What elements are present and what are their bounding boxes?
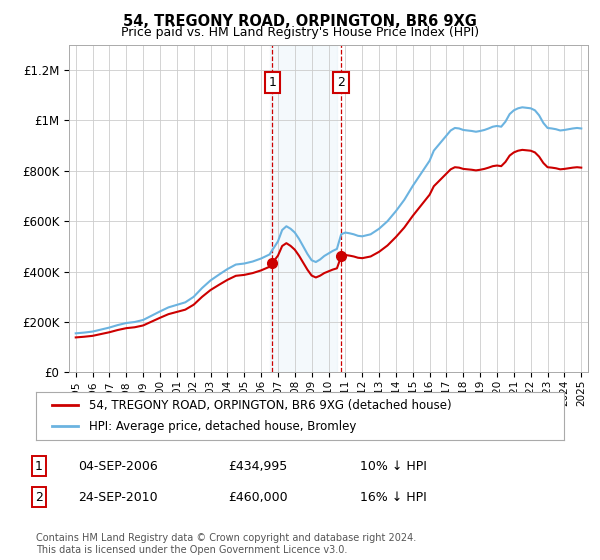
Text: £460,000: £460,000 [228,491,287,504]
Text: HPI: Average price, detached house, Bromley: HPI: Average price, detached house, Brom… [89,420,356,433]
Text: 04-SEP-2006: 04-SEP-2006 [78,460,158,473]
Text: £434,995: £434,995 [228,460,287,473]
Text: 54, TREGONY ROAD, ORPINGTON, BR6 9XG (detached house): 54, TREGONY ROAD, ORPINGTON, BR6 9XG (de… [89,399,451,412]
Text: 1: 1 [35,460,43,473]
Bar [269,45,337,372]
Text: Contains HM Land Registry data © Crown copyright and database right 2024.
This d: Contains HM Land Registry data © Crown c… [36,533,416,555]
Text: 24-SEP-2010: 24-SEP-2010 [78,491,158,504]
Text: Price paid vs. HM Land Registry's House Price Index (HPI): Price paid vs. HM Land Registry's House … [121,26,479,39]
Text: 54, TREGONY ROAD, ORPINGTON, BR6 9XG: 54, TREGONY ROAD, ORPINGTON, BR6 9XG [123,14,477,29]
Text: 2: 2 [337,76,345,89]
Text: 16% ↓ HPI: 16% ↓ HPI [360,491,427,504]
Text: 10% ↓ HPI: 10% ↓ HPI [360,460,427,473]
Text: 2: 2 [35,491,43,504]
Text: 1: 1 [268,76,277,89]
